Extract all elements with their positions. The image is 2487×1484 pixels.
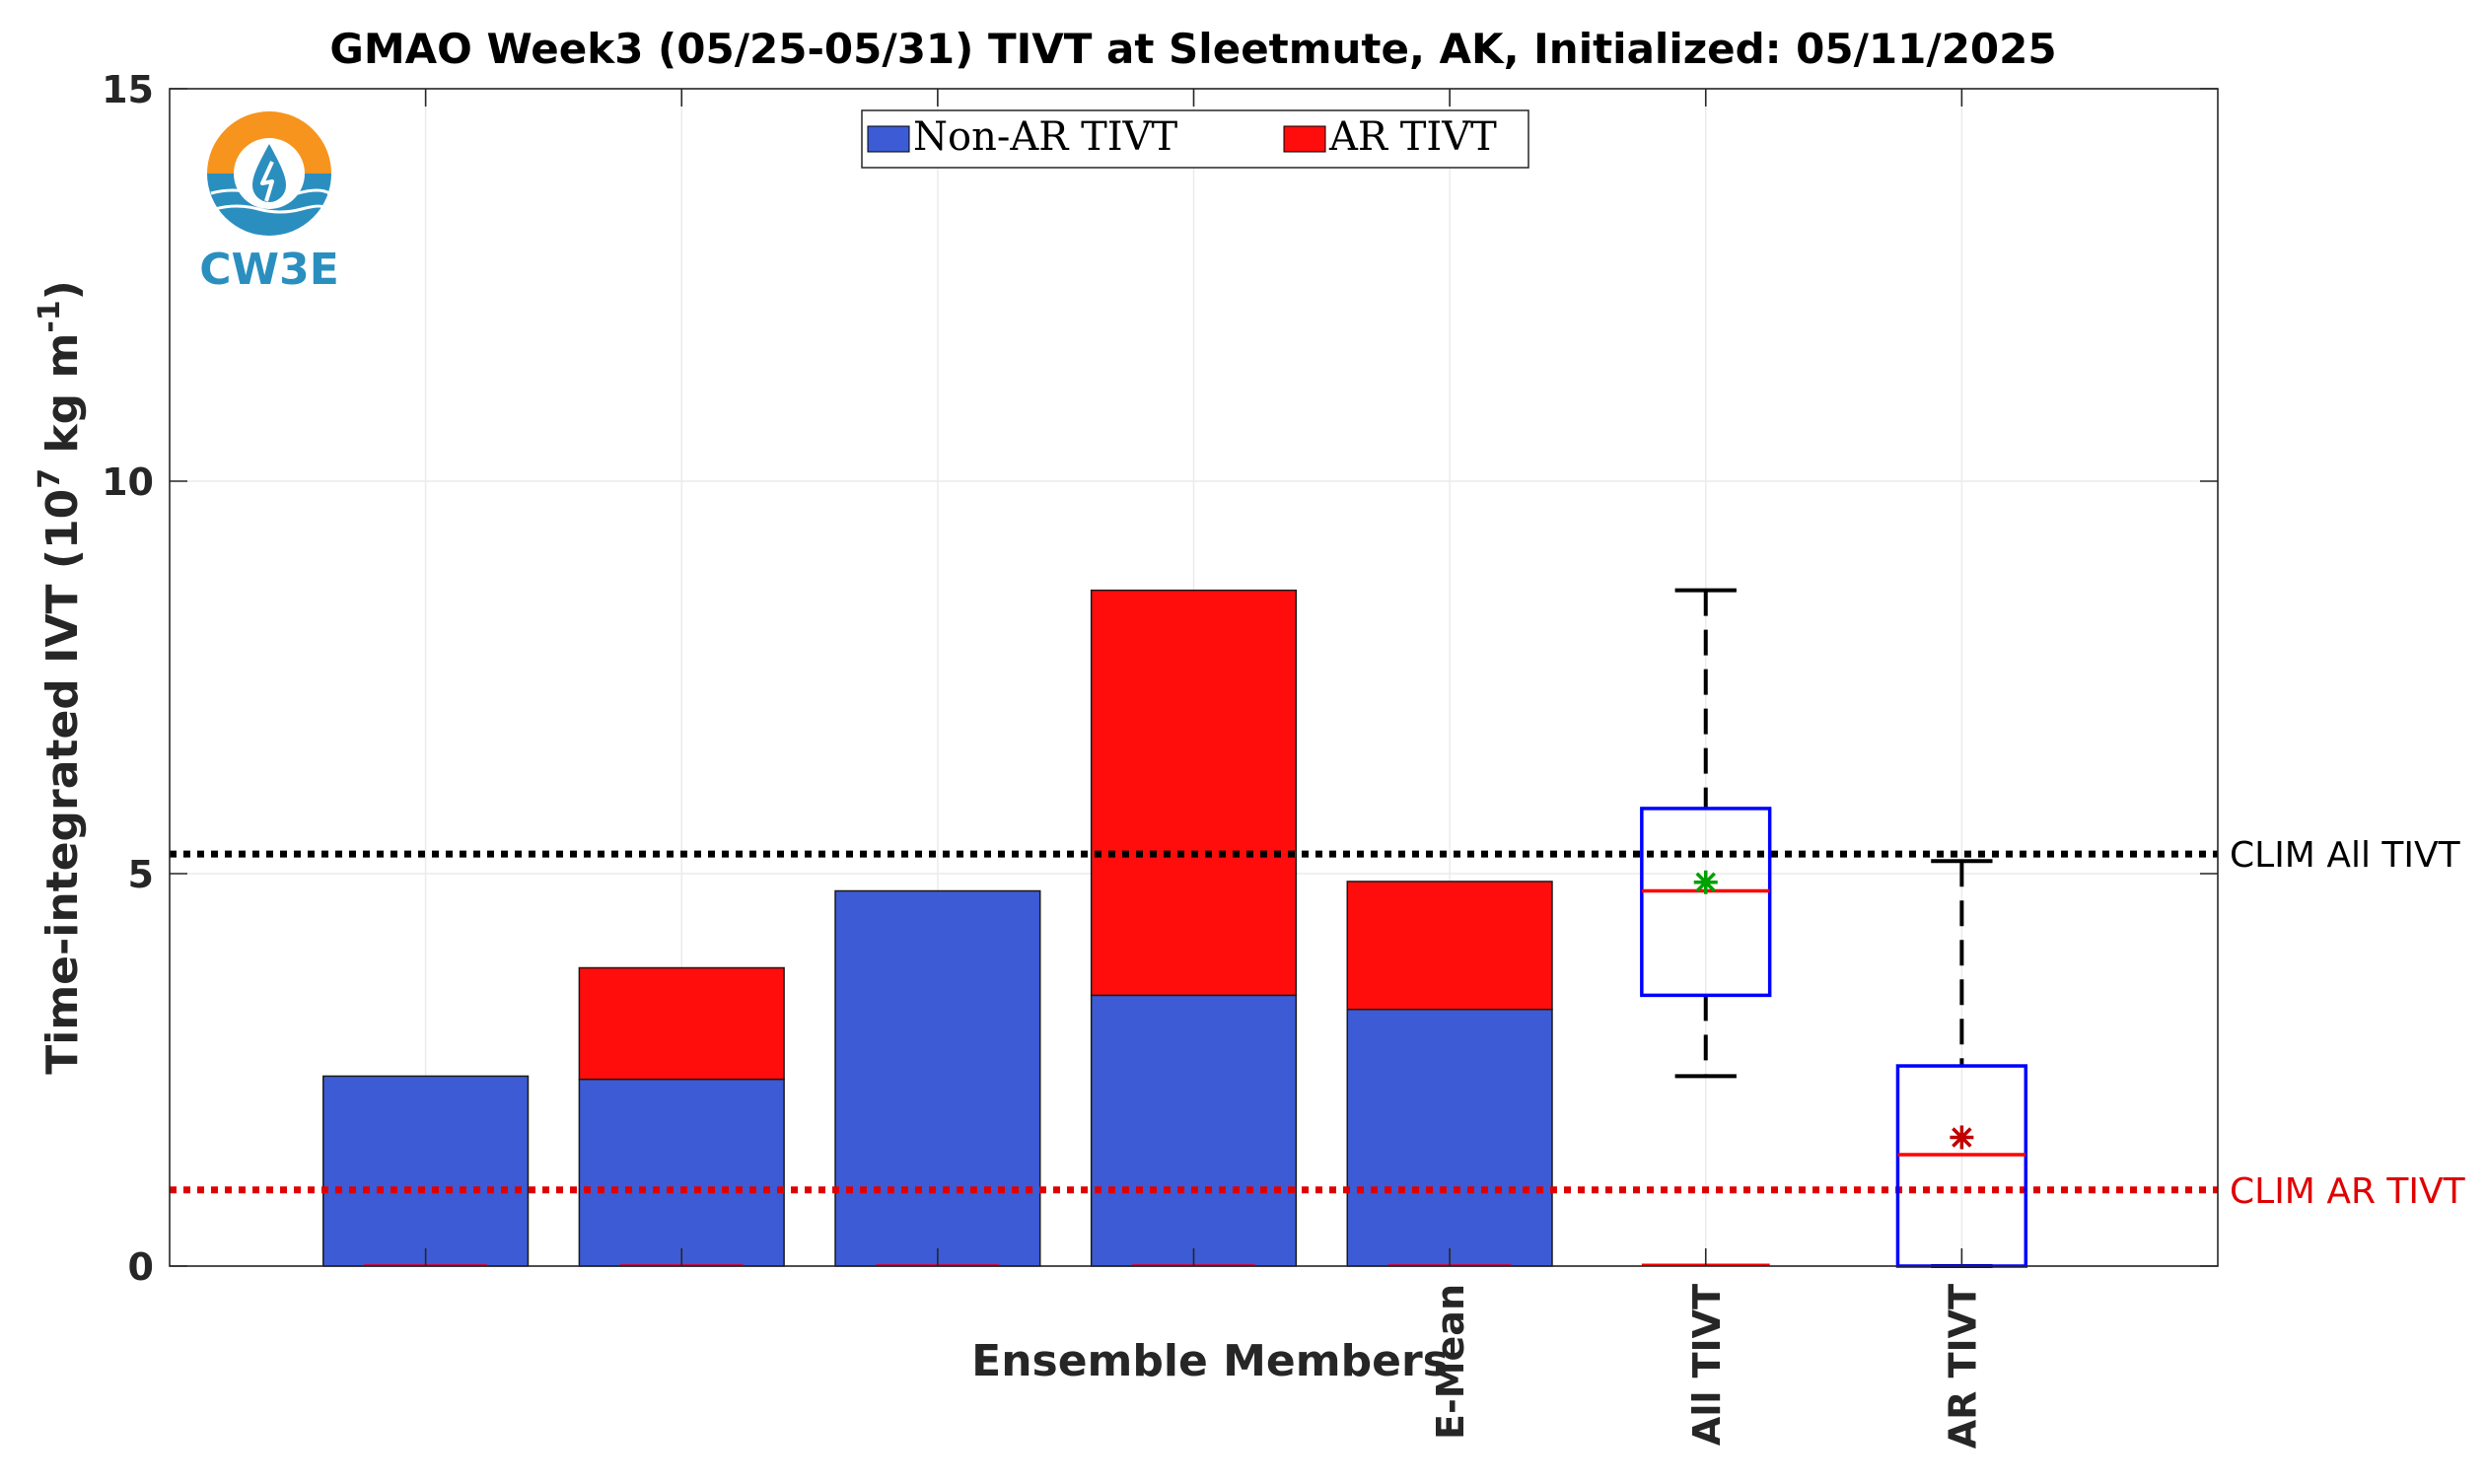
box-mean-marker xyxy=(1950,1125,1974,1150)
logo-text: CW3E xyxy=(199,245,339,295)
water-drop-icon xyxy=(252,144,286,202)
legend-swatch-ar xyxy=(1283,125,1326,153)
y-axis-label: Time-integrated IVT (107 kg m-1) xyxy=(33,280,88,1075)
reference-lines: CLIM All TIVT CLIM AR TIVT xyxy=(170,835,2466,1212)
legend-label-non-ar: Non-AR TIVT xyxy=(913,114,1177,160)
clim-label: CLIM AR TIVT xyxy=(2230,1171,2466,1212)
box-iqr xyxy=(1640,807,1772,998)
x-tick-label: E-Mean xyxy=(1429,1284,1472,1440)
mean-stroke xyxy=(1952,1127,1972,1148)
y-tick-label: 0 xyxy=(128,1245,154,1289)
bar-non-ar xyxy=(322,1075,530,1267)
y-tick-label: 15 xyxy=(102,68,154,111)
bar-ar xyxy=(1346,881,1553,1011)
bar-non-ar xyxy=(834,889,1041,1267)
x-ticks: E-Mean All TIVT AR TIVT xyxy=(424,89,1984,1449)
bar-non-ar xyxy=(1346,1008,1553,1267)
cw3e-logo: CW3E xyxy=(199,111,339,295)
bar-ar xyxy=(1090,589,1298,997)
bars xyxy=(322,589,1553,1267)
y-tick-label: 10 xyxy=(102,460,154,504)
chart-title: GMAO Week3 (05/25-05/31) TIVT at Sleetmu… xyxy=(329,25,2056,73)
x-tick-label: All TIVT xyxy=(1685,1284,1729,1446)
legend-label-ar: AR TIVT xyxy=(1328,114,1497,160)
legend-swatch-non-ar xyxy=(867,125,910,153)
clim-label: CLIM All TIVT xyxy=(2230,835,2461,876)
x-tick-label: AR TIVT xyxy=(1941,1284,1984,1449)
boxplots xyxy=(1640,588,2028,1268)
mean-stroke xyxy=(1695,872,1716,892)
y-tick-label: 5 xyxy=(128,853,154,896)
bar-non-ar xyxy=(1090,994,1298,1267)
legend: Non-AR TIVT AR TIVT xyxy=(861,109,1529,169)
x-axis-label: Ensemble Members xyxy=(971,1336,1449,1386)
y-ticks: 0 5 10 15 xyxy=(102,68,2218,1289)
bar-non-ar xyxy=(578,1078,785,1267)
bar-ar xyxy=(578,966,785,1081)
box-mean-marker xyxy=(1693,870,1718,894)
legend-box xyxy=(861,109,1529,169)
